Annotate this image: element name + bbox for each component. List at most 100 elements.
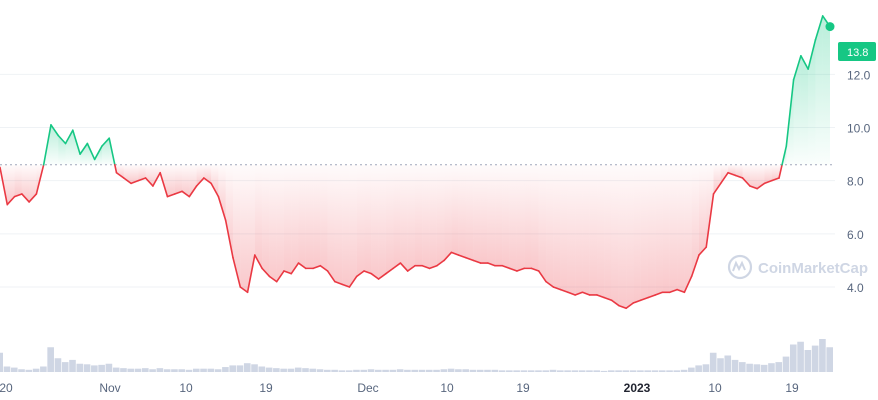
coinmarketcap-logo-icon [727, 254, 753, 280]
volume-bar [622, 370, 630, 372]
volume-bar [819, 339, 826, 372]
area-segment [240, 164, 248, 293]
price-line-segment [114, 163, 118, 174]
volume-bar [47, 347, 54, 372]
area-segment [764, 164, 772, 184]
volume-bars [0, 339, 834, 372]
volume-bar [382, 369, 389, 372]
price-line-segment [0, 166, 9, 206]
price-line-segment [785, 78, 795, 147]
area-segment [502, 164, 510, 269]
volume-bar [804, 350, 812, 372]
volume-bar [338, 370, 346, 372]
area-segment [495, 164, 503, 266]
price-line-segment [370, 272, 380, 280]
area-segment [7, 164, 15, 205]
area-segment [65, 130, 73, 165]
volume-bar [10, 367, 18, 372]
area-segment [14, 164, 22, 197]
price-line-segment [232, 256, 242, 288]
price-line-segment [530, 267, 540, 272]
price-line-segment [727, 171, 737, 177]
price-line-segment [719, 171, 729, 185]
price-line-segment [814, 15, 824, 41]
area-segment [742, 164, 750, 186]
area-segment [305, 164, 314, 269]
price-line-segment [676, 288, 686, 294]
volume-bar [607, 370, 615, 372]
area-segment [546, 164, 554, 287]
volume-bar [404, 369, 411, 372]
price-line-segment [21, 193, 30, 203]
area-segment [458, 164, 466, 258]
area-segment [182, 164, 190, 197]
area-segment [283, 164, 292, 274]
area-segment [444, 164, 452, 261]
volume-bar [753, 364, 761, 372]
x-tick-label: 19 [259, 381, 273, 395]
volume-bar [324, 369, 331, 372]
volume-bar [578, 370, 586, 372]
area-segment [269, 164, 277, 282]
area-segment [582, 164, 590, 295]
volume-bar [600, 370, 608, 372]
volume-bar [811, 345, 819, 372]
price-line-segment [28, 193, 38, 203]
area-segment [800, 55, 809, 165]
area-segment [145, 164, 153, 186]
price-line-segment [79, 142, 89, 155]
volume-bar [0, 352, 4, 372]
price-line-segment [778, 163, 783, 179]
price-line-segment [137, 177, 147, 182]
price-line-segment [341, 283, 351, 288]
area-segment [655, 164, 663, 295]
volume-bar [549, 369, 557, 372]
area-segment [480, 164, 488, 264]
area-segment [698, 164, 707, 256]
area-segment [662, 164, 670, 293]
area-segment [633, 164, 641, 303]
price-line-segment [603, 296, 613, 302]
x-tick-label: 10 [179, 381, 193, 395]
price-line-segment [275, 270, 285, 283]
price-line-segment [712, 182, 722, 195]
volume-bar [535, 370, 542, 372]
last-price-label: 13.8 [847, 47, 868, 59]
area-segment [152, 164, 161, 186]
volume-bar [513, 370, 520, 372]
volume-bar [673, 370, 681, 372]
price-line-segment [436, 259, 445, 267]
area-segment [298, 164, 306, 269]
x-tick-label: Dec [357, 381, 378, 395]
volume-bar [797, 341, 804, 372]
price-line-segment [35, 163, 45, 195]
area-segment [218, 164, 226, 221]
price-line-segment [377, 272, 387, 280]
price-line-segment [472, 259, 482, 264]
price-line-segment [763, 179, 773, 185]
price-line-segment [57, 134, 67, 145]
volume-bar [593, 370, 601, 372]
area-segment [720, 164, 729, 184]
price-line-segment [647, 294, 657, 299]
price-line-segment [334, 280, 343, 286]
volume-bar [265, 367, 273, 372]
volume-bar [345, 370, 353, 372]
price-line-segment [42, 124, 52, 166]
price-line-segment [50, 124, 60, 137]
volume-bar [680, 369, 688, 372]
volume-bar [746, 363, 753, 372]
last-price-badge: 13.8 [825, 22, 876, 61]
volume-bar [83, 364, 91, 372]
area-segment [815, 15, 823, 165]
volume-bar [156, 368, 164, 372]
volume-bar [637, 370, 644, 372]
price-line-segment [348, 275, 358, 288]
area-segment [669, 164, 678, 293]
price-line-segment [188, 185, 198, 198]
area-segment [415, 164, 423, 266]
volume-bar [709, 352, 717, 372]
area-segment [640, 164, 648, 301]
area-segment [342, 164, 350, 287]
area-segment [647, 164, 656, 298]
